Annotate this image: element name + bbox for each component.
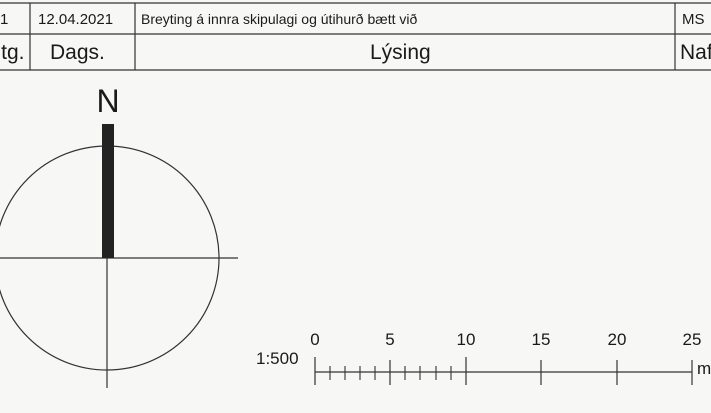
scale-tick-label-10: 10 — [457, 330, 476, 349]
north-arrow-icon: N — [0, 83, 238, 388]
scale-bar-minor-ticks — [329, 366, 452, 380]
north-arrow-needle — [102, 124, 114, 258]
scale-unit-label: m — [697, 359, 711, 378]
revision-initials: MS — [682, 11, 705, 28]
north-arrow-label: N — [96, 83, 119, 119]
header-revision: Útg. — [0, 41, 25, 64]
scale-tick-label-25: 25 — [683, 330, 702, 349]
header-date: Dags. — [50, 41, 105, 64]
scale-bar: 1:500 0 5 10 15 20 25 m — [256, 330, 711, 385]
scale-tick-label-0: 0 — [310, 330, 319, 349]
scale-ratio-label: 1:500 — [256, 349, 299, 368]
revision-description: Breyting á innra skipulagi og útihurð bæ… — [141, 11, 418, 27]
scale-tick-label-15: 15 — [532, 330, 551, 349]
scale-tick-label-5: 5 — [385, 330, 394, 349]
scale-tick-label-20: 20 — [608, 330, 627, 349]
revision-table: 1 12.04.2021 Breyting á innra skipulagi … — [0, 0, 711, 72]
header-name: Nafn — [680, 41, 711, 64]
scale-bar-major-ticks — [314, 357, 693, 385]
revision-number: 1 — [0, 11, 9, 28]
header-description: Lýsing — [370, 41, 431, 64]
revision-table-grid — [0, 2, 711, 71]
revision-date: 12.04.2021 — [38, 11, 114, 28]
